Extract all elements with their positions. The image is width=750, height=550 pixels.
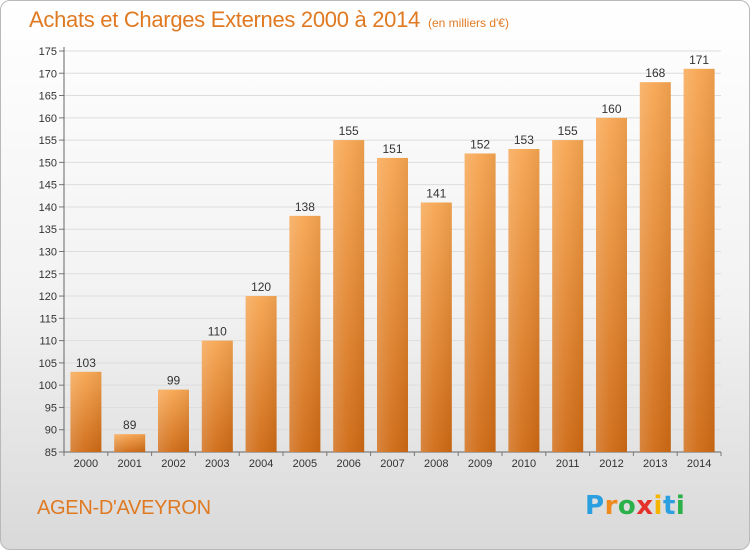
bar-shine (683, 68, 715, 453)
bar-shine (508, 149, 540, 452)
y-tick-label: 85 (45, 447, 57, 459)
proxiti-logo: Proxiti (585, 491, 685, 521)
data-label-2005: 138 (295, 200, 315, 214)
y-tick-label: 175 (39, 46, 57, 58)
x-tick-label-2006: 2006 (336, 458, 360, 470)
data-label-2008: 141 (426, 186, 446, 200)
y-tick-label: 160 (39, 113, 57, 125)
data-label-2000: 103 (76, 356, 96, 370)
bar-shine (333, 140, 365, 452)
y-tick-label: 135 (39, 224, 57, 236)
bar-shine (552, 140, 584, 452)
bar-shine (596, 117, 627, 452)
chart-title: Achats et Charges Externes 2000 à 2014 (e… (29, 7, 509, 33)
x-tick-label-2002: 2002 (161, 458, 185, 470)
x-tick-label-2009: 2009 (468, 458, 492, 470)
data-label-2001: 89 (123, 418, 137, 432)
x-tick-label-2011: 2011 (556, 458, 580, 470)
bar-shine (639, 82, 671, 452)
y-tick-label: 120 (39, 291, 57, 303)
x-tick-labels: 2000 2001 2002 2003 2004 2005 2006 2007 2008 2009… (74, 458, 712, 470)
y-tick-label: 140 (39, 202, 57, 214)
x-tick-label-2012: 2012 (599, 458, 623, 470)
logo-letter: i (675, 491, 686, 521)
bar-shine (377, 157, 408, 452)
y-tick-label: 100 (39, 380, 57, 392)
data-label-2010: 153 (514, 133, 534, 147)
data-label-2011: 155 (558, 124, 578, 138)
y-tick-label: 150 (39, 157, 57, 169)
bar-shine (464, 153, 496, 452)
x-tick-label-2014: 2014 (687, 458, 711, 470)
bar-shine (201, 340, 233, 452)
data-label-2004: 120 (251, 280, 271, 294)
x-tick-label-2005: 2005 (293, 458, 317, 470)
x-tick-label-2007: 2007 (380, 458, 404, 470)
bars (70, 68, 715, 453)
x-tick-label-2013: 2013 (643, 458, 667, 470)
y-tick-label: 110 (39, 336, 57, 348)
x-tick-label-2003: 2003 (205, 458, 229, 470)
chart-title-text: Achats et Charges Externes 2000 à 2014 (29, 7, 420, 32)
commune-name: AGEN-D'AVEYRON (37, 497, 211, 519)
x-tick-label-2010: 2010 (512, 458, 536, 470)
data-label-2013: 168 (645, 66, 665, 80)
data-label-2006: 155 (339, 124, 359, 138)
bar-shine (245, 296, 277, 452)
y-tick-label: 125 (39, 269, 57, 281)
y-tick-label: 155 (39, 135, 57, 147)
y-tick-label: 165 (39, 91, 57, 103)
bar-shine (420, 202, 452, 452)
data-label-2009: 152 (470, 137, 490, 151)
data-label-2014: 171 (689, 53, 709, 67)
data-label-2003: 110 (208, 325, 227, 339)
x-tick-label-2004: 2004 (249, 458, 273, 470)
logo-letter: x (636, 491, 654, 521)
bar-shine (158, 389, 189, 452)
logo-letter: i (653, 491, 663, 521)
y-tick-label: 90 (45, 425, 57, 437)
y-tick-labels: 85 90 95 100 105 110 115 120 125 130 135 140 145 150 1… (39, 46, 57, 459)
data-label-2007: 151 (382, 142, 402, 156)
y-tick-label: 170 (39, 68, 57, 80)
bar-shine (70, 371, 102, 452)
x-tick-label-2001: 2001 (117, 458, 141, 470)
y-tick-label: 115 (39, 313, 57, 325)
logo-letter: t (662, 491, 676, 521)
x-tick-label-2000: 2000 (74, 458, 98, 470)
bar-shine (289, 215, 321, 452)
chart-subtitle: (en milliers d'€) (427, 16, 509, 30)
logo-letter: P (585, 491, 605, 521)
y-tick-label: 145 (39, 180, 57, 192)
x-tick-label-2008: 2008 (424, 458, 448, 470)
y-tick-label: 95 (45, 402, 57, 414)
logo-letter: r (604, 491, 618, 521)
data-labels: 103 89 99 110 120 138 155 151 141 152 153 155 160 168… (76, 53, 710, 432)
y-tick-label: 105 (39, 358, 57, 370)
bar-shine (114, 434, 146, 452)
data-label-2002: 99 (167, 374, 181, 388)
y-tick-label: 130 (39, 247, 57, 259)
logo-letter: o (617, 491, 637, 521)
data-label-2012: 160 (601, 102, 621, 116)
